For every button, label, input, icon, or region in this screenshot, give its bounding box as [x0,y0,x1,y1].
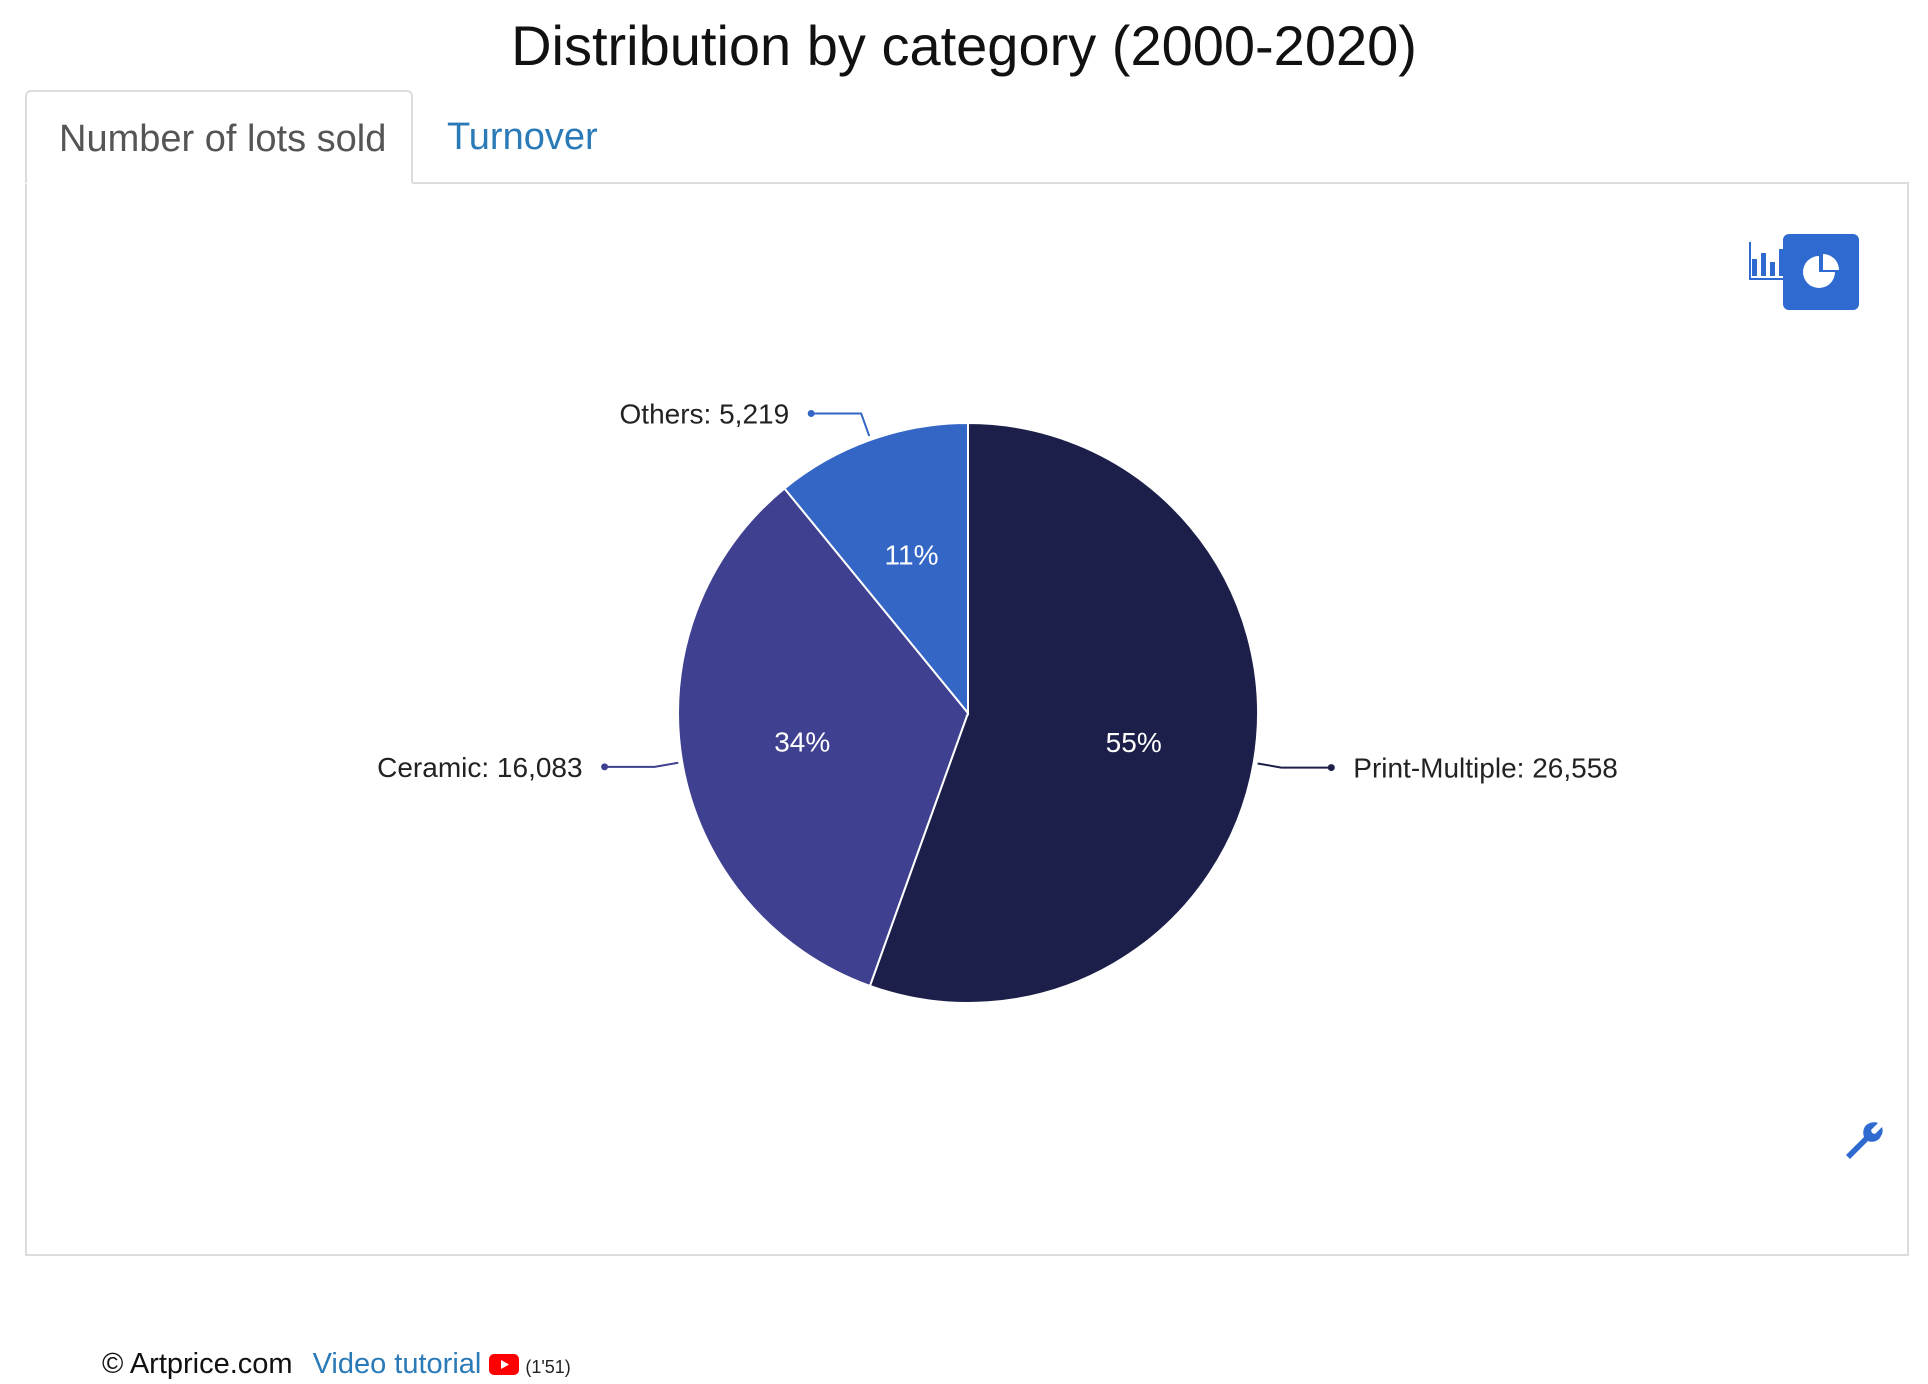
connector-dot [807,409,815,417]
slice-percent-label: 34% [774,726,830,757]
slice-connector [604,761,679,768]
slice-label-print-multiple: Print-Multiple: 26,558 [1353,753,1618,784]
page-title: Distribution by category (2000-2020) [511,14,1417,77]
tab-number-of-lots-sold[interactable]: Number of lots sold [25,90,413,184]
pie-slice-others[interactable] [783,421,969,716]
wrench-icon[interactable] [1844,1121,1884,1161]
pie-chart: 55% Print-Multiple: 26,558 34% Ceramic: 16,… [377,398,1618,1004]
slice-connector [811,412,871,437]
bar-chart-icon[interactable] [1749,236,1795,282]
pie-chart-icon [1803,254,1839,288]
slice-percent-label: 11% [885,540,939,571]
connector-dot [1327,764,1335,772]
slice-connector [1257,762,1332,769]
chart-panel: 55% Print-Multiple: 26,558 34% Ceramic: 16,… [25,182,1909,1380]
video-duration: (1'51) [525,1356,571,1377]
pie-chart-toggle-button[interactable] [1783,234,1859,310]
copyright-text: © Artprice.com [102,1347,293,1380]
chart-footer: © Artprice.com Video tutorial (1'51) [102,1344,571,1384]
tab-turnover[interactable]: Turnover [447,116,598,158]
slice-percent-label: 55% [1106,727,1162,758]
slice-label-others: Others: 5,219 [620,398,790,429]
slice-label-ceramic: Ceramic: 16,083 [377,752,582,783]
pie-slice-ceramic[interactable] [677,487,970,988]
youtube-icon[interactable] [489,1353,520,1375]
connector-dot [601,763,609,771]
video-tutorial-link[interactable]: Video tutorial [312,1347,482,1380]
pie-slice-print-multiple[interactable] [868,421,1259,1004]
